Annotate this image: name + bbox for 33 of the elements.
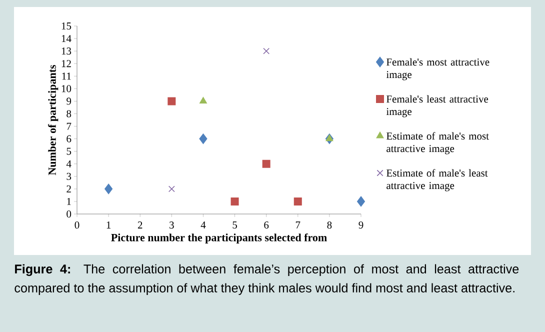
legend-label: Female's least attractive image [386, 95, 488, 118]
y-tick-label: 2 [66, 185, 71, 192]
x-tick-label: 6 [264, 222, 269, 229]
legend-label: Estimate of male's most attractive image [386, 132, 489, 154]
y-tick-label: 9 [66, 98, 72, 105]
y-tick-label: 12 [62, 60, 71, 68]
y-tick-label: 4 [66, 160, 72, 168]
y-tick-label: 11 [62, 72, 71, 80]
x-tick-label: 2 [138, 222, 142, 228]
x-tick-label: 7 [296, 222, 300, 228]
y-axis-title: Number of participants [48, 64, 58, 176]
y-tick-label: 3 [66, 172, 72, 180]
x-tick-label: 8 [327, 222, 332, 229]
y-tick-label: 5 [66, 148, 72, 155]
x-tick-label: 0 [74, 222, 80, 229]
legend-label: Female's most attractive image [386, 58, 490, 80]
y-tick-label: 0 [66, 210, 72, 218]
y-tick-label: 6 [66, 135, 72, 142]
y-tick-label: 14 [62, 35, 72, 42]
y-tick-label: 7 [66, 122, 72, 130]
y-tick-label: 1 [67, 198, 71, 205]
y-tick-label: 8 [66, 110, 72, 118]
x-tick-label: 3 [170, 222, 174, 229]
text: Figure 4: The correlation between female’s perception of most and least attractive compared to the assumption of what they think males would find most and least attractive. [14, 264, 519, 295]
x-axis-title: Picture number the participants selected from [111, 233, 327, 244]
y-tick-label: 10 [62, 85, 72, 92]
x-tick-label: 9 [358, 222, 364, 229]
y-tick-label: 15 [62, 22, 72, 30]
x-tick-label: 4 [200, 222, 206, 228]
y-tick-label: 13 [62, 48, 72, 55]
x-tick-label: 1 [106, 222, 111, 228]
x-tick-label: 5 [232, 222, 237, 229]
legend-label: Estimate of male's least attractive image [386, 169, 488, 192]
